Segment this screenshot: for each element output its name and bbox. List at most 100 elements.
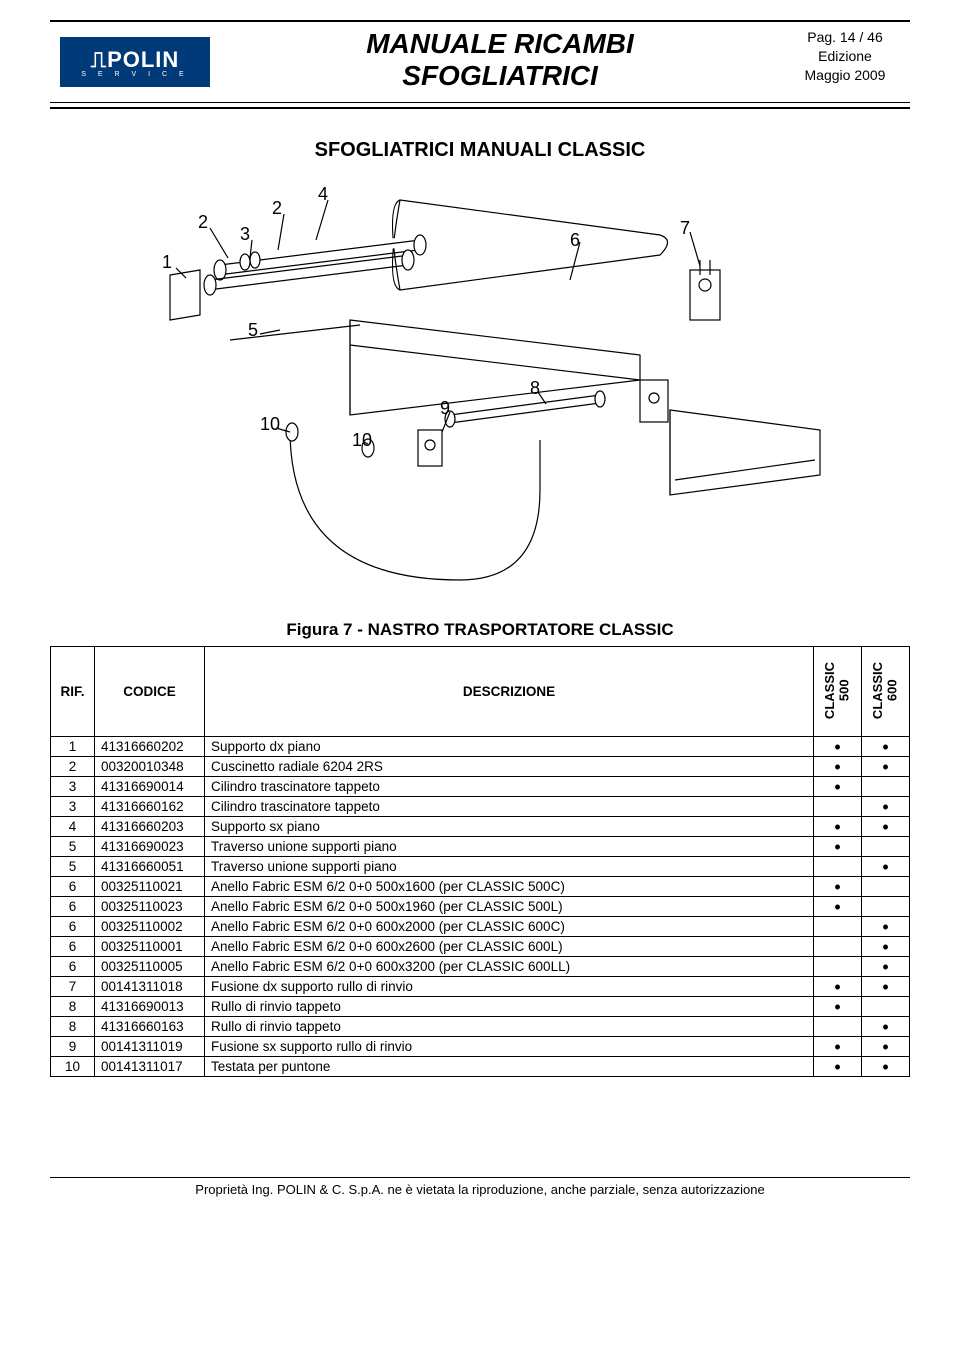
cell-model2: • bbox=[862, 957, 910, 977]
cell-rif: 10 bbox=[51, 1057, 95, 1077]
cell-model2: • bbox=[862, 1017, 910, 1037]
table-row: 200320010348Cuscinetto radiale 6204 2RS•… bbox=[51, 757, 910, 777]
cell-model2: • bbox=[862, 1057, 910, 1077]
cell-rif: 6 bbox=[51, 937, 95, 957]
cell-model1 bbox=[814, 917, 862, 937]
callout-4: 4 bbox=[318, 184, 328, 205]
cell-rif: 8 bbox=[51, 997, 95, 1017]
parts-table-body: 141316660202Supporto dx piano••200320010… bbox=[51, 737, 910, 1077]
cell-desc: Supporto sx piano bbox=[205, 817, 814, 837]
cell-rif: 1 bbox=[51, 737, 95, 757]
cell-rif: 4 bbox=[51, 817, 95, 837]
cell-code: 41316660203 bbox=[95, 817, 205, 837]
table-row: 700141311018Fusione dx supporto rullo di… bbox=[51, 977, 910, 997]
cell-rif: 6 bbox=[51, 957, 95, 977]
table-row: 900141311019Fusione sx supporto rullo di… bbox=[51, 1037, 910, 1057]
header-rule bbox=[50, 107, 910, 109]
cell-model2 bbox=[862, 897, 910, 917]
table-row: 441316660203Supporto sx piano•• bbox=[51, 817, 910, 837]
page-footer: Proprietà Ing. POLIN & C. S.p.A. ne è vi… bbox=[50, 1177, 910, 1197]
col-code-header: CODICE bbox=[95, 647, 205, 737]
cell-desc: Rullo di rinvio tappeto bbox=[205, 997, 814, 1017]
cell-rif: 9 bbox=[51, 1037, 95, 1057]
cell-desc: Rullo di rinvio tappeto bbox=[205, 1017, 814, 1037]
cell-model2: • bbox=[862, 937, 910, 957]
cell-code: 41316660162 bbox=[95, 797, 205, 817]
footer-rule bbox=[50, 1177, 910, 1178]
col-desc-header: DESCRIZIONE bbox=[205, 647, 814, 737]
table-row: 600325110001Anello Fabric ESM 6/2 0+0 60… bbox=[51, 937, 910, 957]
cell-code: 41316660163 bbox=[95, 1017, 205, 1037]
cell-model2: • bbox=[862, 857, 910, 877]
edition-value: Maggio 2009 bbox=[780, 66, 910, 85]
cell-desc: Traverso unione supporti piano bbox=[205, 857, 814, 877]
document-title: MANUALE RICAMBI SFOGLIATRICI bbox=[220, 22, 780, 102]
callout-5: 5 bbox=[248, 320, 258, 341]
page-header: ⎍POLIN S E R V I C E MANUALE RICAMBI SFO… bbox=[50, 20, 910, 103]
cell-code: 41316690023 bbox=[95, 837, 205, 857]
callout-7: 7 bbox=[680, 218, 690, 239]
cell-model2: • bbox=[862, 817, 910, 837]
cell-model1: • bbox=[814, 1057, 862, 1077]
cell-model1 bbox=[814, 937, 862, 957]
cell-model1: • bbox=[814, 1037, 862, 1057]
cell-desc: Traverso unione supporti piano bbox=[205, 837, 814, 857]
cell-model1 bbox=[814, 1017, 862, 1037]
page-number: Pag. 14 / 46 bbox=[780, 28, 910, 47]
logo-cell: ⎍POLIN S E R V I C E bbox=[50, 22, 220, 102]
logo-main-text: ⎍POLIN bbox=[91, 47, 180, 73]
cell-model1 bbox=[814, 797, 862, 817]
table-row: 541316690023Traverso unione supporti pia… bbox=[51, 837, 910, 857]
col-model1-header: CLASSIC500 bbox=[814, 647, 862, 737]
cell-code: 00320010348 bbox=[95, 757, 205, 777]
cell-model2 bbox=[862, 837, 910, 857]
cell-code: 00325110023 bbox=[95, 897, 205, 917]
cell-desc: Anello Fabric ESM 6/2 0+0 500x1960 (per … bbox=[205, 897, 814, 917]
callout-8: 8 bbox=[530, 378, 540, 399]
cell-desc: Testata per puntone bbox=[205, 1057, 814, 1077]
brand-logo: ⎍POLIN S E R V I C E bbox=[60, 37, 210, 87]
callout-2a: 2 bbox=[198, 212, 208, 233]
callout-1: 1 bbox=[162, 252, 172, 273]
footer-text: Proprietà Ing. POLIN & C. S.p.A. ne è vi… bbox=[50, 1182, 910, 1197]
cell-rif: 7 bbox=[51, 977, 95, 997]
cell-desc: Anello Fabric ESM 6/2 0+0 500x1600 (per … bbox=[205, 877, 814, 897]
parts-table: RIF. CODICE DESCRIZIONE CLASSIC500 CLASS… bbox=[50, 646, 910, 1077]
callout-2b: 2 bbox=[272, 198, 282, 219]
title-line-1: MANUALE RICAMBI bbox=[220, 28, 780, 60]
callout-6: 6 bbox=[570, 230, 580, 251]
callout-9: 9 bbox=[440, 398, 450, 419]
cell-model2: • bbox=[862, 917, 910, 937]
section-title: SFOGLIATRICI MANUALI CLASSIC bbox=[50, 139, 910, 162]
cell-desc: Cilindro trascinatore tappeto bbox=[205, 797, 814, 817]
table-row: 600325110021Anello Fabric ESM 6/2 0+0 50… bbox=[51, 877, 910, 897]
cell-rif: 8 bbox=[51, 1017, 95, 1037]
cell-model1 bbox=[814, 857, 862, 877]
title-line-2: SFOGLIATRICI bbox=[220, 60, 780, 92]
cell-model2: • bbox=[862, 797, 910, 817]
callout-3: 3 bbox=[240, 224, 250, 245]
cell-code: 41316660051 bbox=[95, 857, 205, 877]
callout-10a: 10 bbox=[260, 414, 280, 435]
cell-model1: • bbox=[814, 997, 862, 1017]
cell-model2: • bbox=[862, 1037, 910, 1057]
cell-model1: • bbox=[814, 757, 862, 777]
table-row: 341316690014Cilindro trascinatore tappet… bbox=[51, 777, 910, 797]
cell-desc: Fusione dx supporto rullo di rinvio bbox=[205, 977, 814, 997]
cell-rif: 6 bbox=[51, 917, 95, 937]
cell-rif: 3 bbox=[51, 797, 95, 817]
cell-model1: • bbox=[814, 737, 862, 757]
table-header-row: RIF. CODICE DESCRIZIONE CLASSIC500 CLASS… bbox=[51, 647, 910, 737]
cell-code: 00325110005 bbox=[95, 957, 205, 977]
cell-model2: • bbox=[862, 977, 910, 997]
cell-model2: • bbox=[862, 737, 910, 757]
table-row: 141316660202Supporto dx piano•• bbox=[51, 737, 910, 757]
cell-model1: • bbox=[814, 837, 862, 857]
figure-caption: Figura 7 - NASTRO TRASPORTATORE CLASSIC bbox=[50, 620, 910, 640]
table-row: 841316690013Rullo di rinvio tappeto• bbox=[51, 997, 910, 1017]
table-row: 841316660163Rullo di rinvio tappeto • bbox=[51, 1017, 910, 1037]
table-row: 600325110023Anello Fabric ESM 6/2 0+0 50… bbox=[51, 897, 910, 917]
cell-model2: • bbox=[862, 757, 910, 777]
table-row: 541316660051Traverso unione supporti pia… bbox=[51, 857, 910, 877]
cell-model1: • bbox=[814, 777, 862, 797]
